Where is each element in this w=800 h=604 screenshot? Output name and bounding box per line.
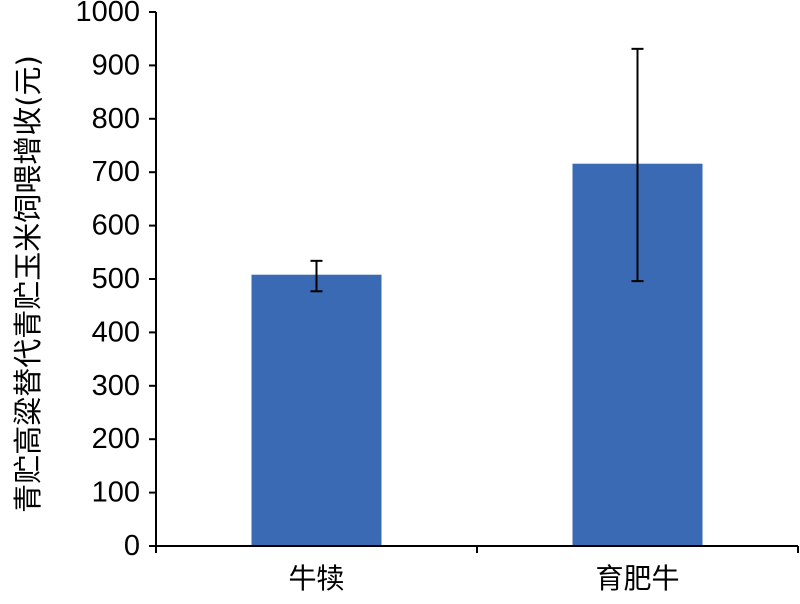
- x-category-labels: 牛犊 育肥牛: [288, 562, 679, 595]
- y-tick-label-2: 200: [92, 423, 140, 455]
- y-tick-label-6: 600: [92, 210, 140, 242]
- bar-0: [251, 274, 382, 546]
- y-axis-title: 青贮高粱替代青贮玉米饲喂增收(元): [11, 55, 45, 513]
- y-tick-label-8: 800: [92, 103, 140, 135]
- y-tick-label-9: 900: [92, 49, 140, 81]
- y-tick-labels: 0 100 200 300 400 500 600 700 800 900 1000: [75, 0, 140, 562]
- y-tick-label-5: 500: [92, 263, 140, 295]
- y-tick-label-7: 700: [92, 156, 140, 188]
- y-tick-label-0: 0: [124, 530, 140, 562]
- y-tick-label-3: 300: [92, 370, 140, 402]
- error-bar-0: [310, 259, 323, 293]
- x-category-label-1: 育肥牛: [595, 562, 679, 595]
- axes-layer: [149, 11, 799, 553]
- bars-layer: [251, 163, 703, 546]
- y-tick-label-1: 100: [92, 477, 140, 509]
- y-tick-label-4: 400: [92, 316, 140, 348]
- error-bar-1: [631, 47, 644, 283]
- y-tick-label-10: 1000: [75, 0, 140, 28]
- x-category-label-0: 牛犊: [288, 562, 344, 595]
- y-axis-title-group: 青贮高粱替代青贮玉米饲喂增收(元): [11, 55, 45, 513]
- error-bars-layer: [310, 47, 644, 293]
